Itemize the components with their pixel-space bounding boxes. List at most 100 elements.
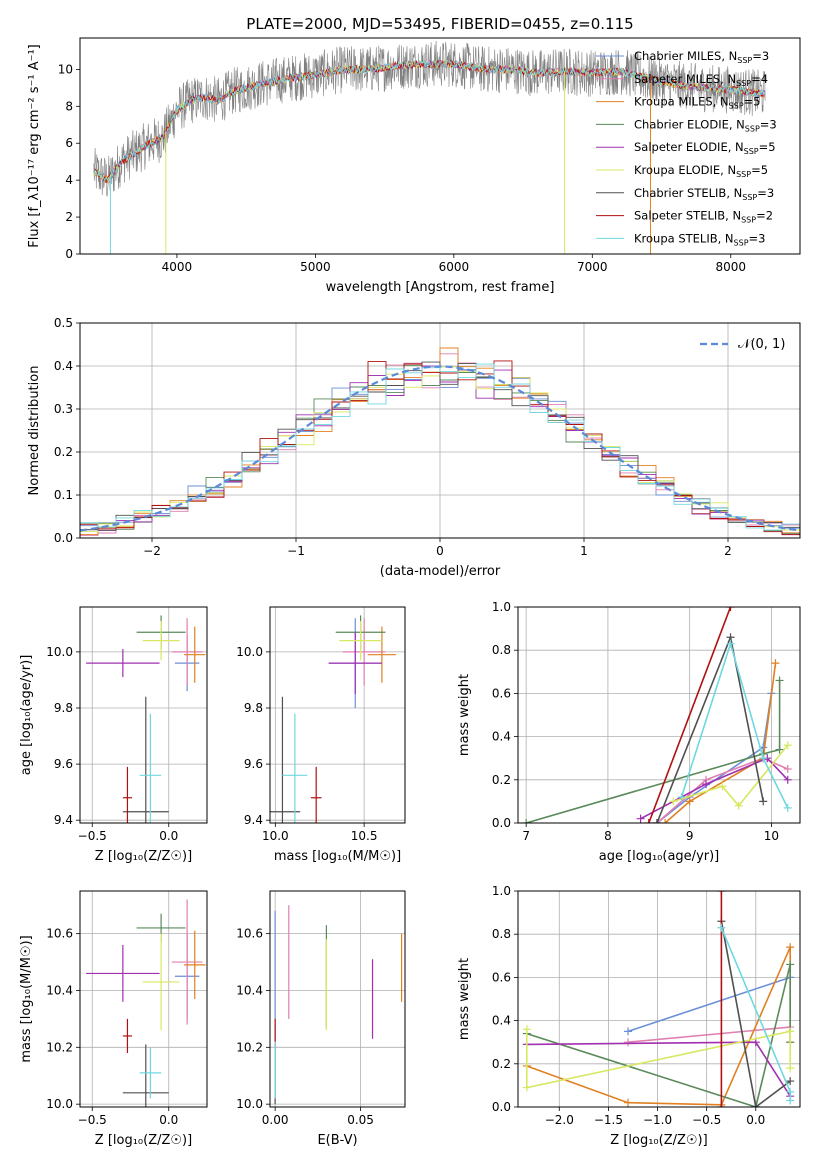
x-tick-label: −0.5 xyxy=(692,1113,721,1127)
age-vs-mass-panel: 10.0 10.5 9.4 9.6 9.8 10.0 mass [log₁₀(M/M☉)] xyxy=(236,606,406,864)
mass-weight-marker xyxy=(644,819,653,823)
y-tick-label: 2 xyxy=(65,210,73,224)
y-tick-label: 9.4 xyxy=(54,813,73,827)
y-tick-label: 9.8 xyxy=(54,701,73,715)
mass-weight-marker xyxy=(786,1096,795,1105)
legend-entry-label: Chabrier ELODIE, NSSP=3 xyxy=(634,117,777,133)
plot-frame xyxy=(269,606,406,824)
x-tick-label: −0.5 xyxy=(78,1113,107,1127)
x-tick-label: 8 xyxy=(604,829,612,843)
mass-weight-marker xyxy=(522,1083,531,1092)
mass-weight-marker xyxy=(522,819,531,823)
y-axis-label: Normed distribution xyxy=(27,366,42,496)
residual-histogram xyxy=(80,363,800,538)
mass-weight-marker xyxy=(759,797,768,806)
legend-entry-label: 𝒩(0, 1) xyxy=(738,337,785,352)
y-axis-label: mass weight xyxy=(457,674,472,756)
y-tick-label: 0.6 xyxy=(492,686,511,700)
mass-vs-metallicity-panel: −0.5 0.0 10.0 10.2 10.4 10.6 Z [log₁₀(Z/Z☉)] ma… xyxy=(19,890,208,1148)
legend-entry-label: Kroupa ELODIE, NSSP=5 xyxy=(634,163,768,179)
y-tick-label: 0.5 xyxy=(54,316,73,330)
mass-weight-marker xyxy=(669,797,678,806)
y-tick-label: 0.0 xyxy=(492,816,511,830)
y-axis-label: mass [log₁₀(M/M☉)] xyxy=(19,935,34,1062)
mass-weight-marker xyxy=(717,923,726,932)
x-axis-label: (data-model)/error xyxy=(380,564,501,579)
x-axis-label: Z [log₁₀(Z/Z☉)] xyxy=(95,849,192,864)
spectrum-panel: PLATE=2000, MJD=53495, FIBERID=0455, z=0… xyxy=(27,15,801,295)
x-tick-label: 4000 xyxy=(162,260,193,274)
x-tick-label: 0.0 xyxy=(159,829,178,843)
y-tick-label: 10.6 xyxy=(236,927,263,941)
x-tick-label: −1 xyxy=(287,544,305,558)
x-tick-label: 5000 xyxy=(300,260,331,274)
mass-weight-marker xyxy=(726,607,735,611)
y-tick-label: 10.2 xyxy=(46,1040,73,1054)
x-tick-label: 7 xyxy=(522,829,530,843)
y-tick-label: 4 xyxy=(65,173,73,187)
y-axis-label: age [log₁₀(age/yr)] xyxy=(19,655,34,776)
massweight-vs-age-panel: 7 8 9 10 0.0 0.2 0.4 0.6 0.8 1.0 age [log₁₀(age/yr… xyxy=(457,600,801,864)
x-tick-label: 0.05 xyxy=(347,1113,374,1127)
spectrum-title: PLATE=2000, MJD=53495, FIBERID=0455, z=0… xyxy=(246,15,633,33)
y-tick-label: 9.8 xyxy=(244,701,263,715)
x-tick-label: 0.00 xyxy=(262,1113,289,1127)
plot-frame xyxy=(79,322,801,539)
mass-weight-marker xyxy=(759,754,768,763)
y-tick-label: 10.2 xyxy=(236,1040,263,1054)
y-tick-label: 0 xyxy=(65,247,73,261)
mass-weight-marker xyxy=(717,1103,726,1107)
mass-weight-marker xyxy=(726,639,735,648)
legend-entry-label: Salpeter ELODIE, NSSP=5 xyxy=(634,140,776,156)
mass-weight-line xyxy=(673,744,789,807)
x-axis-label: mass [log₁₀(M/M☉)] xyxy=(274,849,401,864)
mass-weight-marker xyxy=(786,1087,795,1096)
mass-weight-marker xyxy=(734,801,743,810)
mass-weight-marker xyxy=(786,943,795,952)
plot-frame xyxy=(79,37,801,255)
mass-weight-marker xyxy=(786,1077,795,1086)
legend-entry-label: Salpeter MILES, NSSP=4 xyxy=(634,72,768,88)
mass-weight-marker xyxy=(775,745,784,754)
mass-weight-line xyxy=(656,757,789,823)
y-tick-label: 0.8 xyxy=(492,927,511,941)
x-tick-label: −0.5 xyxy=(78,829,107,843)
x-axis-label: E(B-V) xyxy=(317,1133,357,1148)
y-tick-label: 8 xyxy=(65,99,73,113)
mass-weight-marker xyxy=(522,1025,531,1034)
mass-weight-line xyxy=(526,1041,791,1097)
x-axis-label: age [log₁₀(age/yr)] xyxy=(599,849,720,864)
mass-weight-marker xyxy=(652,819,661,823)
mass-weight-line xyxy=(525,1029,792,1089)
y-tick-label: 9.6 xyxy=(244,757,263,771)
mass-weight-marker xyxy=(751,1103,760,1107)
massweight-vs-metallicity-panel: −2.0 −1.5 −1.0 −0.5 0.0 0.0 0.2 0.4 0.6 0.8 1.0 Z [… xyxy=(457,884,801,1148)
x-tick-label: 1 xyxy=(580,544,588,558)
y-tick-label: 9.4 xyxy=(244,813,263,827)
y-tick-label: 10.0 xyxy=(236,645,263,659)
y-tick-label: 0.2 xyxy=(492,1057,511,1071)
x-tick-label: 0.0 xyxy=(159,1113,178,1127)
mass-weight-marker xyxy=(783,741,792,750)
mass-weight-marker xyxy=(624,1027,633,1036)
y-tick-label: 10 xyxy=(58,62,73,76)
mass-vs-ebv-panel: 0.00 0.05 10.0 10.2 10.4 10.6 E(B-V) xyxy=(236,890,406,1148)
y-tick-label: 10.4 xyxy=(46,983,73,997)
y-tick-label: 0.6 xyxy=(492,970,511,984)
x-tick-label: 10 xyxy=(764,829,779,843)
mass-weight-line xyxy=(680,640,789,809)
y-tick-label: 9.6 xyxy=(54,757,73,771)
x-tick-label: −1.0 xyxy=(643,1113,672,1127)
y-tick-label: 0.2 xyxy=(492,773,511,787)
y-tick-label: 10.0 xyxy=(46,1097,73,1111)
mass-weight-line xyxy=(526,964,792,1107)
mass-weight-marker xyxy=(783,803,792,812)
x-tick-label: 0 xyxy=(436,544,444,558)
y-tick-label: 0.4 xyxy=(492,1014,511,1028)
y-tick-label: 0.4 xyxy=(492,730,511,744)
x-tick-label: 10.0 xyxy=(262,829,289,843)
mass-weight-marker xyxy=(677,793,686,802)
x-tick-label: 7000 xyxy=(577,260,608,274)
y-tick-label: 1.0 xyxy=(492,600,511,614)
